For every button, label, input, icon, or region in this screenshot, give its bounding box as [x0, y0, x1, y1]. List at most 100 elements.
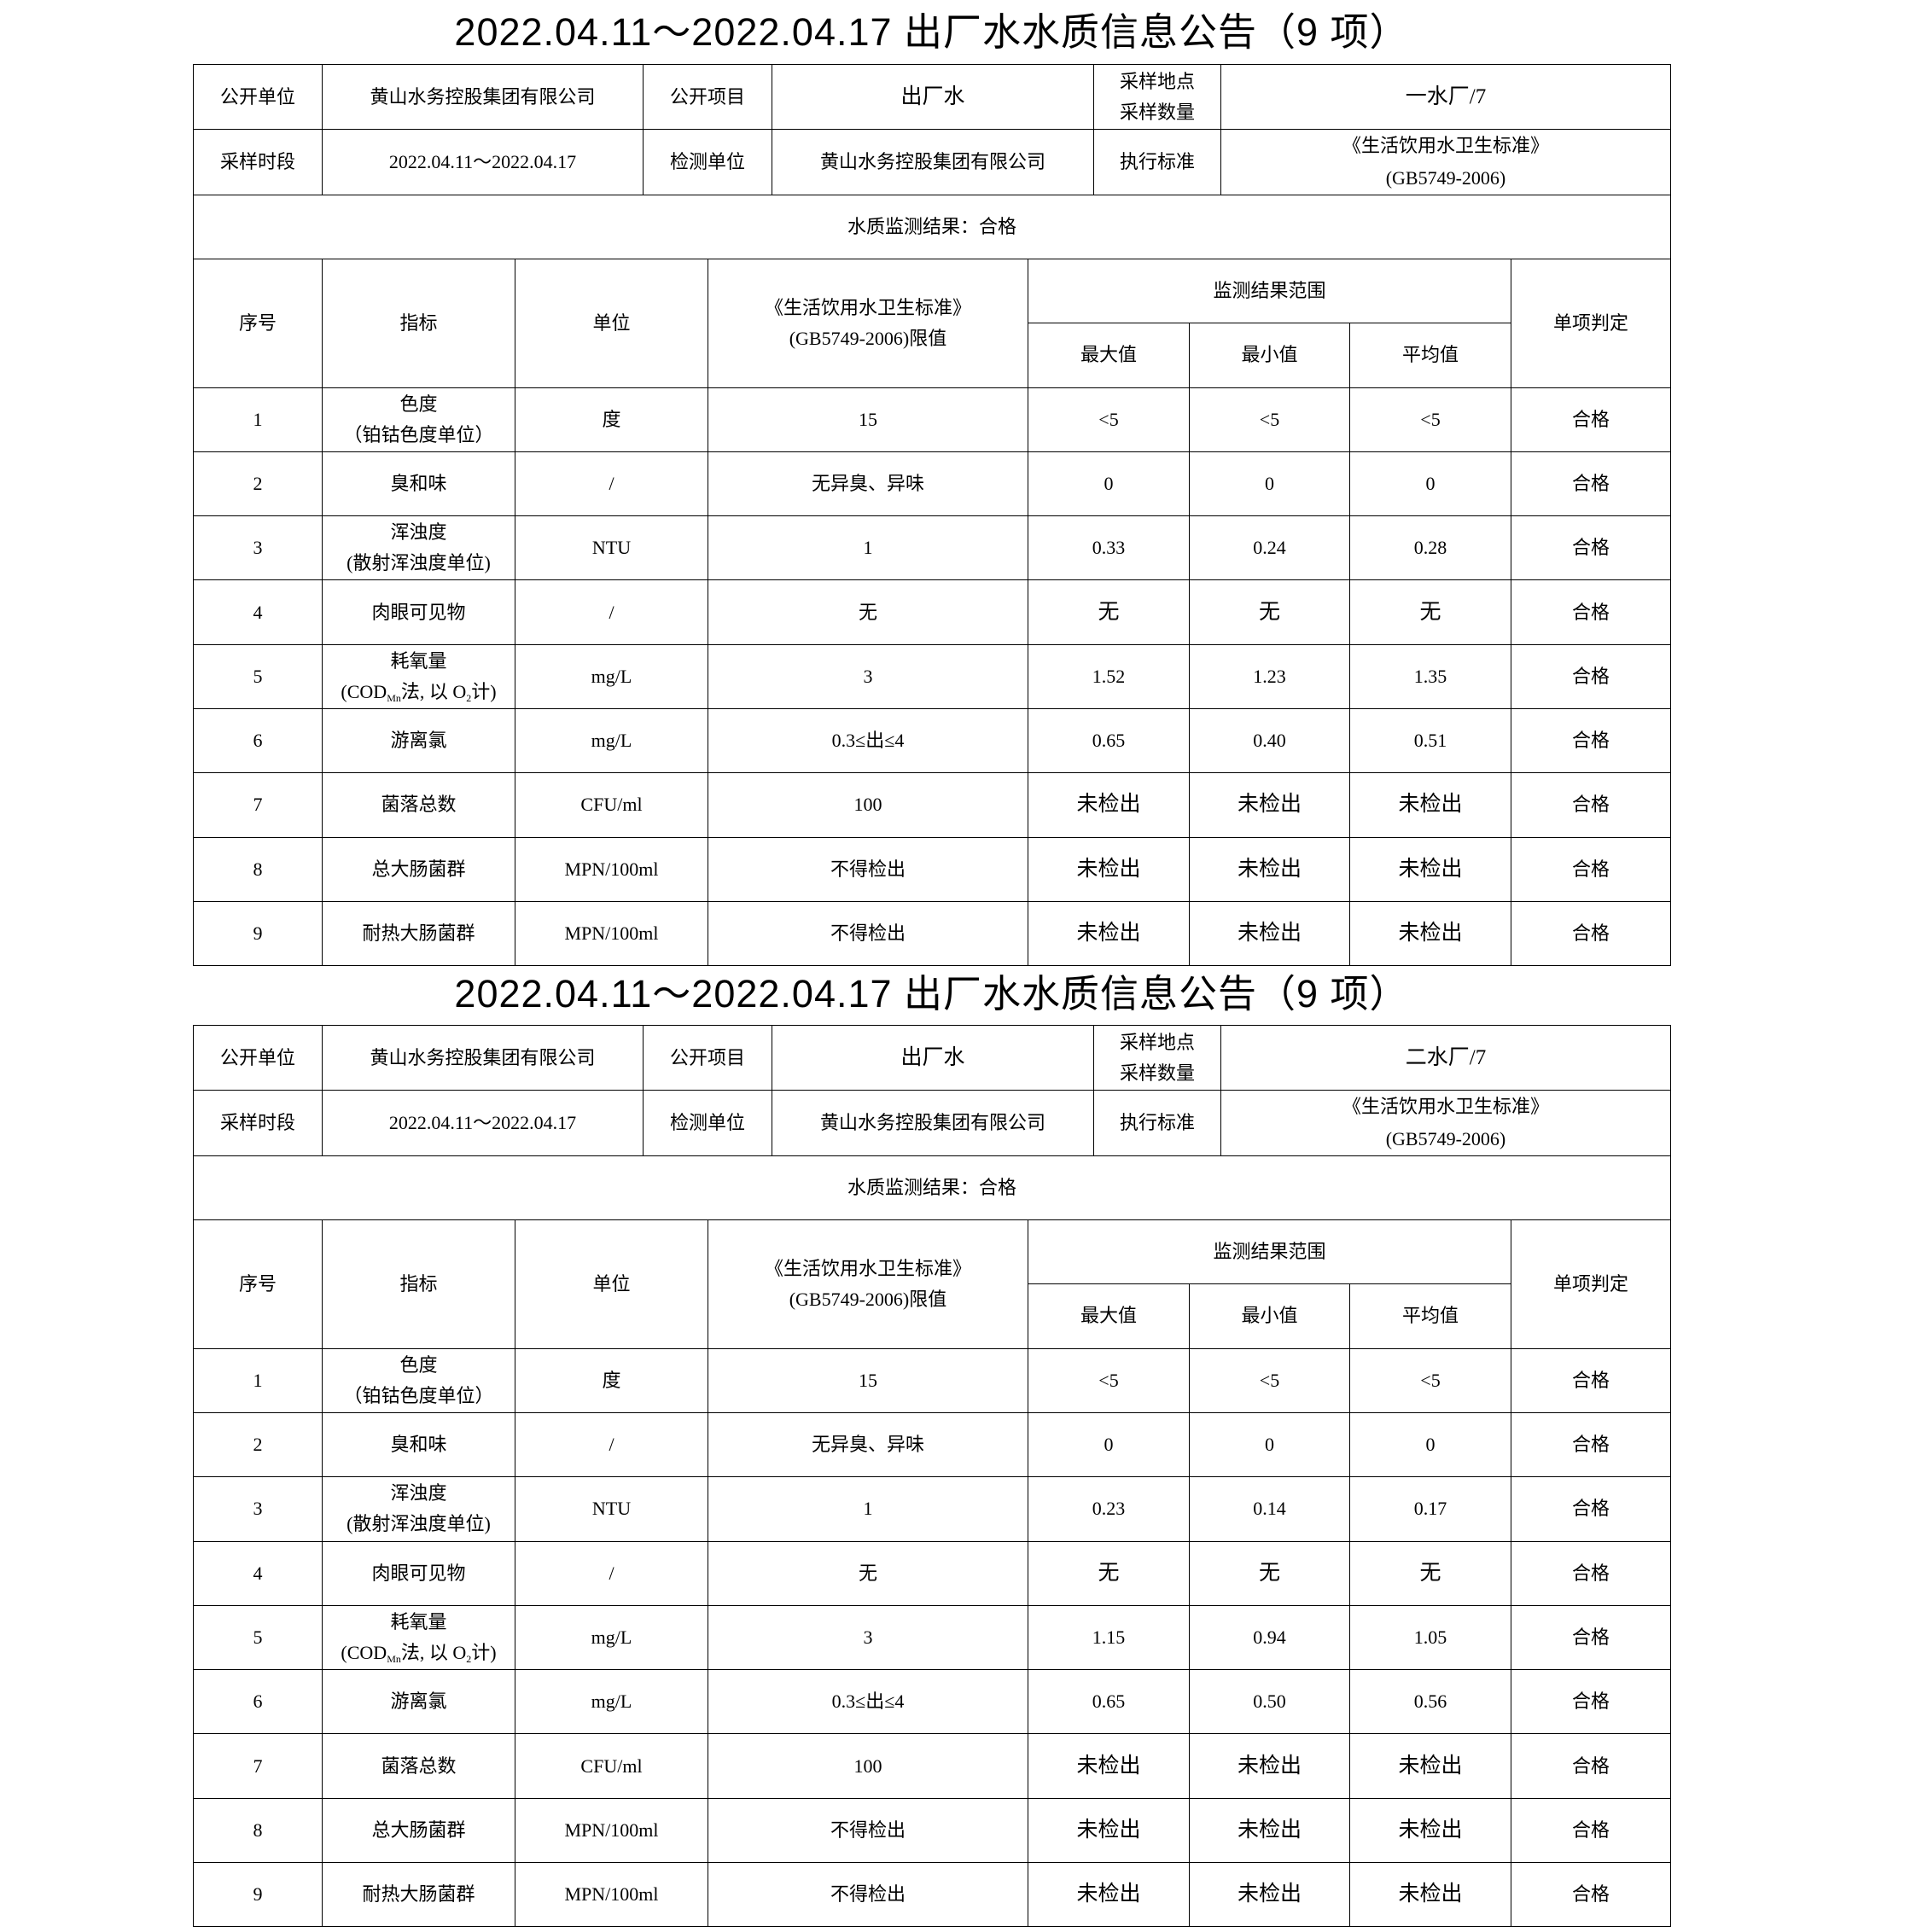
verdict-text: 合格 — [1572, 1626, 1610, 1648]
cell-unit: / — [515, 579, 708, 645]
max-value: 未检出 — [1076, 857, 1141, 881]
cell-max: 未检出 — [1028, 836, 1190, 902]
cell-unit: mg/L — [515, 1669, 708, 1735]
report-info-table: 公开单位 黄山水务控股集团有限公司 公开项目 出厂水 采样地点 采样数量 二水厂/… — [193, 1025, 1671, 1221]
header-avg-text: 平均值 — [1402, 1305, 1459, 1327]
cell-avg: 无 — [1348, 1540, 1512, 1606]
info-label: 检测单位 — [643, 1090, 772, 1157]
cell-no: 7 — [193, 1733, 323, 1799]
row-number: 7 — [253, 1755, 263, 1777]
cell-unit: / — [515, 1540, 708, 1606]
limit-text: 不得检出 — [830, 922, 906, 945]
unit-text: NTU — [591, 537, 632, 559]
indicator-name: 臭和味 — [390, 472, 447, 494]
cell-avg: 0.17 — [1348, 1476, 1512, 1542]
info-label: 公开项目 — [643, 64, 772, 130]
publish-item-value: 出厂水 — [900, 1045, 965, 1069]
sampling-period-label: 采样时段 — [219, 151, 295, 172]
cell-indicator: 耐热大肠菌群 — [322, 1862, 515, 1928]
sampling-count-label: 采样数量 — [1119, 1062, 1195, 1084]
cell-limit: 1 — [708, 515, 1028, 581]
avg-value: 无 — [1419, 600, 1441, 624]
indicator-name: 总大肠菌群 — [371, 1819, 466, 1841]
sampling-site-value: 二水厂/7 — [1405, 1045, 1487, 1069]
cell-no: 7 — [193, 772, 323, 838]
cell-limit: 无异臭、异味 — [708, 1411, 1028, 1478]
header-avg: 平均值 — [1348, 1283, 1512, 1349]
cell-no: 2 — [193, 1411, 323, 1478]
max-value: 0.33 — [1092, 537, 1126, 559]
results-table: 序号 指标 单位 《生活饮用水卫生标准》 (GB5749-2006)限值 监测结果… — [193, 1219, 1672, 1928]
cell-no: 4 — [193, 1540, 323, 1606]
cell-indicator: 浑浊度 (散射浑浊度单位) — [322, 515, 515, 581]
cell-limit: 3 — [708, 643, 1028, 709]
row-number: 3 — [253, 1498, 263, 1520]
cell-min: 0.40 — [1189, 707, 1350, 774]
unit-text: / — [609, 601, 614, 623]
cell-max: 0.65 — [1028, 707, 1190, 774]
cell-max: 未检出 — [1028, 1862, 1190, 1928]
limit-text: 15 — [859, 408, 877, 430]
avg-value: 未检出 — [1398, 1883, 1463, 1906]
cell-limit: 无 — [708, 1540, 1028, 1606]
indicator-name: 耗氧量 — [390, 649, 447, 672]
table-row: 5 耗氧量 (CODMn法, 以 O2计) mg/L 3 1.52 1.23 1.… — [193, 643, 1672, 709]
cell-limit: 0.3≤出≤4 — [708, 1669, 1028, 1735]
cell-unit: MPN/100ml — [515, 900, 708, 967]
info-value: 2022.04.11～2022.04.17 — [322, 129, 644, 195]
cell-max: 无 — [1028, 1540, 1190, 1606]
cell-min: 未检出 — [1189, 1733, 1350, 1799]
cell-limit: 不得检出 — [708, 900, 1028, 967]
cell-indicator: 游离氯 — [322, 707, 515, 774]
info-value: 黄山水务控股集团有限公司 — [322, 64, 644, 130]
cell-avg: 1.35 — [1348, 643, 1512, 709]
sampling-period-value: 2022.04.11～2022.04.17 — [388, 151, 577, 172]
header-indicator-text: 指标 — [399, 311, 438, 334]
max-value: 未检出 — [1076, 1818, 1141, 1842]
cell-indicator: 臭和味 — [322, 451, 515, 517]
cell-verdict: 合格 — [1511, 643, 1672, 709]
cell-avg: 未检出 — [1348, 1862, 1512, 1928]
cell-max: 未检出 — [1028, 1797, 1190, 1864]
min-value: 未检出 — [1237, 1754, 1302, 1778]
cell-avg: 0.51 — [1348, 707, 1512, 774]
max-value: 无 — [1098, 600, 1120, 624]
cell-no: 8 — [193, 836, 323, 902]
max-value: <5 — [1098, 1369, 1119, 1391]
verdict-text: 合格 — [1572, 665, 1610, 687]
publish-unit-label: 公开单位 — [219, 1046, 295, 1068]
avg-value: 0.28 — [1413, 537, 1447, 559]
header-avg-text: 平均值 — [1402, 344, 1459, 365]
avg-value: 0 — [1425, 472, 1436, 494]
header-unit-text: 单位 — [592, 311, 631, 334]
table-row: 4 肉眼可见物 / 无 无 无 无 合格 — [193, 1540, 1672, 1606]
table-row: 2 臭和味 / 无异臭、异味 0 0 0 合格 — [193, 451, 1672, 517]
info-label: 公开单位 — [193, 1025, 323, 1091]
cell-verdict: 合格 — [1511, 836, 1672, 902]
verdict-text: 合格 — [1572, 1369, 1610, 1391]
row-number: 2 — [253, 472, 263, 494]
cell-avg: 未检出 — [1348, 772, 1512, 838]
header-limit: 《生活饮用水卫生标准》 (GB5749-2006)限值 — [708, 258, 1028, 388]
header-max-text: 最大值 — [1080, 1305, 1137, 1327]
cell-min: 0 — [1189, 1411, 1350, 1478]
header-unit-text: 单位 — [592, 1272, 631, 1295]
min-value: 1.23 — [1253, 665, 1286, 687]
indicator-name: 菌落总数 — [381, 1755, 457, 1777]
cell-min: 1.23 — [1189, 643, 1350, 709]
info-value: 出厂水 — [772, 64, 1094, 130]
min-value: 未检出 — [1237, 857, 1302, 881]
limit-text: 3 — [863, 1626, 873, 1648]
cell-unit: NTU — [515, 1476, 708, 1542]
header-unit: 单位 — [515, 258, 708, 388]
row-number: 6 — [253, 730, 263, 752]
indicator-name: 浑浊度 — [390, 1482, 447, 1504]
limit-text: 无异臭、异味 — [811, 1434, 924, 1456]
cell-indicator: 耐热大肠菌群 — [322, 900, 515, 967]
cell-indicator: 游离氯 — [322, 1669, 515, 1735]
cell-indicator: 浑浊度 (散射浑浊度单位) — [322, 1476, 515, 1542]
header-range: 监测结果范围 — [1027, 258, 1512, 323]
report-title: 2022.04.11～2022.04.17 出厂水水质信息公告（9 项） — [454, 972, 1409, 1016]
note-part: 法, 以 O — [400, 1642, 467, 1663]
avg-value: 0 — [1425, 1434, 1436, 1456]
